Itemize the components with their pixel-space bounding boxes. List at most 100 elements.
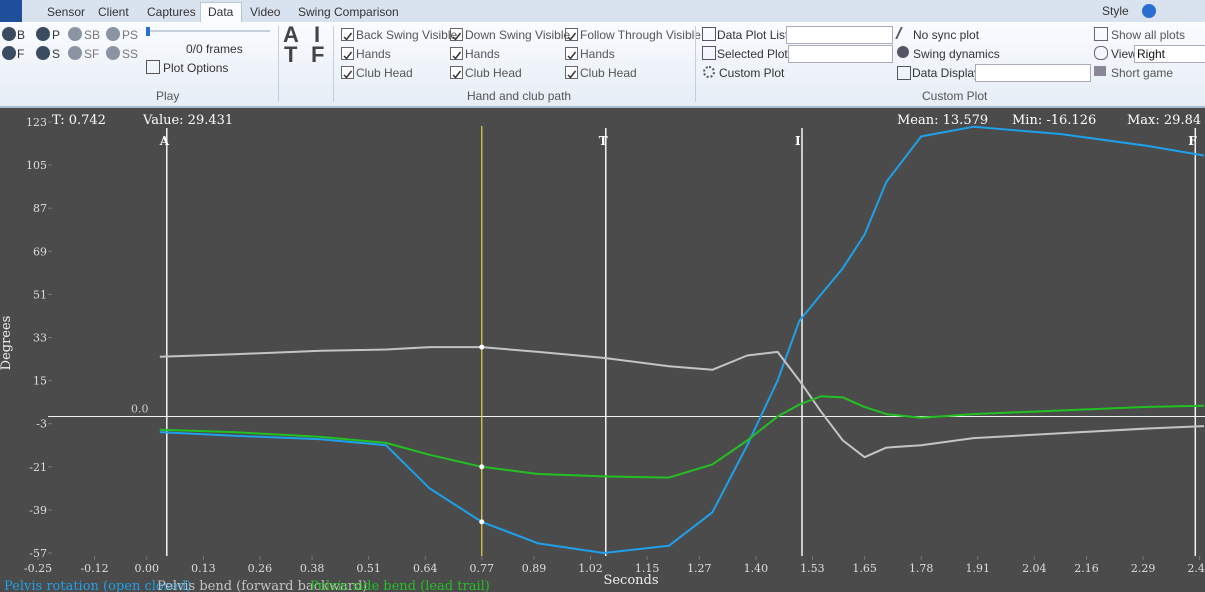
checkbox-label[interactable]: Hands — [580, 47, 615, 61]
separator — [695, 26, 696, 102]
app-menu[interactable] — [0, 0, 22, 22]
separator — [333, 26, 334, 102]
tab[interactable]: Captures — [147, 5, 196, 19]
dropdown[interactable] — [786, 26, 893, 44]
menu-bar: Sensor Client Captures Data Video Swing … — [0, 0, 1205, 24]
checkbox[interactable] — [341, 47, 354, 60]
ribbon-label[interactable]: Data Plot List — [717, 28, 789, 42]
event-label: F — [1188, 134, 1197, 148]
icon — [897, 66, 911, 80]
checkbox[interactable] — [565, 28, 578, 41]
chart: Seconds Degrees T: 0.742 Value: 29.431 Mea… — [0, 108, 1205, 592]
play-button[interactable]: S — [52, 47, 61, 61]
x-tick-label: 1.40 — [744, 562, 769, 575]
checkbox[interactable] — [341, 66, 354, 79]
x-tick-label: -0.12 — [80, 562, 108, 575]
x-tick-label: 1.15 — [635, 562, 660, 575]
checkbox-label[interactable]: Club Head — [356, 66, 413, 80]
marker-button[interactable]: I — [314, 22, 321, 47]
play-button[interactable]: B — [17, 28, 26, 42]
plot-options[interactable]: Plot Options — [163, 61, 229, 75]
icon[interactable] — [106, 46, 120, 60]
tab[interactable]: Data — [208, 5, 234, 19]
marker-button[interactable]: T — [284, 42, 298, 67]
ribbon-label[interactable]: Short game — [1111, 66, 1174, 80]
slider-thumb[interactable] — [146, 27, 150, 36]
marker-button[interactable]: A — [283, 22, 299, 47]
y-tick-label: -39 — [29, 504, 47, 517]
y-tick-label: -21 — [29, 461, 47, 474]
y-tick-label: -3 — [36, 418, 47, 431]
icon — [1094, 27, 1108, 41]
marker-button[interactable]: F — [311, 42, 325, 67]
icon[interactable] — [2, 46, 16, 60]
frames-label: 0/0 frames — [186, 42, 243, 56]
play-button[interactable]: P — [52, 28, 61, 42]
ribbon-label[interactable]: Data Display — [912, 66, 981, 80]
legend-entry: Pelvis rotation (open closed) — [4, 579, 192, 592]
x-tick-label: 0.13 — [191, 562, 216, 575]
tab[interactable]: Swing Comparison — [298, 5, 399, 19]
ribbon-label[interactable]: View — [1111, 47, 1137, 61]
checkbox-label[interactable]: Club Head — [580, 66, 637, 80]
icon — [703, 66, 715, 78]
icon[interactable] — [2, 27, 16, 41]
x-tick-label: 0.64 — [413, 562, 438, 575]
y-tick-label: -57 — [29, 547, 47, 560]
dropdown[interactable] — [975, 64, 1091, 82]
series-line — [159, 395, 1205, 479]
play-button[interactable]: SB — [84, 28, 101, 42]
series-line — [159, 346, 1205, 459]
cursor-point — [479, 464, 485, 470]
play-button[interactable]: SF — [84, 47, 100, 61]
help-icon[interactable] — [1142, 4, 1156, 18]
x-tick-label: 1.91 — [966, 562, 991, 575]
y-tick-label: 51 — [33, 288, 47, 301]
cursor-point — [479, 519, 485, 525]
icon[interactable] — [68, 46, 82, 60]
tab[interactable]: Client — [98, 5, 129, 19]
ribbon-label[interactable]: Selected Plots — [717, 47, 794, 61]
x-tick-label: 0.51 — [356, 562, 381, 575]
separator — [278, 26, 279, 102]
icon[interactable] — [36, 46, 50, 60]
x-tick-label: 1.27 — [687, 562, 712, 575]
group-title: Play — [156, 89, 180, 103]
checkbox[interactable] — [565, 47, 578, 60]
ribbon-label[interactable]: No sync plot — [913, 28, 980, 42]
play-button[interactable]: F — [17, 47, 25, 61]
dropdown[interactable] — [788, 45, 893, 63]
slider[interactable] — [147, 30, 270, 32]
readout: Max: 29.84 — [1127, 113, 1201, 128]
x-axis-label: Seconds — [603, 573, 658, 588]
plot-background — [0, 108, 1205, 592]
checkbox[interactable] — [450, 47, 463, 60]
checkbox-label[interactable]: Hands — [465, 47, 500, 61]
checkbox-label[interactable]: Club Head — [465, 66, 522, 80]
icon[interactable] — [68, 27, 82, 41]
x-tick-label: 2.16 — [1074, 562, 1099, 575]
x-tick-label: 1.65 — [852, 562, 877, 575]
checkbox-label[interactable]: Down Swing Visible — [465, 28, 571, 42]
checkbox[interactable] — [565, 66, 578, 79]
checkbox[interactable] — [341, 28, 354, 41]
icon[interactable] — [106, 27, 120, 41]
checkbox-label[interactable]: Follow Through Visible — [580, 28, 701, 42]
checkbox-label[interactable]: Back Swing Visible — [356, 28, 458, 42]
tab[interactable]: Sensor — [47, 5, 86, 19]
play-button[interactable]: PS — [122, 28, 139, 42]
icon[interactable] — [36, 27, 50, 41]
ribbon-label[interactable]: Custom Plot — [719, 66, 785, 80]
checkbox[interactable] — [450, 28, 463, 41]
dropdown[interactable]: Right — [1134, 45, 1205, 63]
play-button[interactable]: SS — [122, 47, 139, 61]
dropdown-value: Right — [1137, 47, 1166, 61]
checkbox[interactable] — [450, 66, 463, 79]
tab[interactable]: Video — [250, 5, 281, 19]
checkbox-label[interactable]: Hands — [356, 47, 391, 61]
ribbon-label[interactable]: Swing dynamics — [913, 47, 1000, 61]
x-tick-label: 0.00 — [135, 562, 160, 575]
ribbon-label[interactable]: Show all plots — [1111, 28, 1186, 42]
style-menu[interactable]: Style — [1102, 4, 1129, 18]
